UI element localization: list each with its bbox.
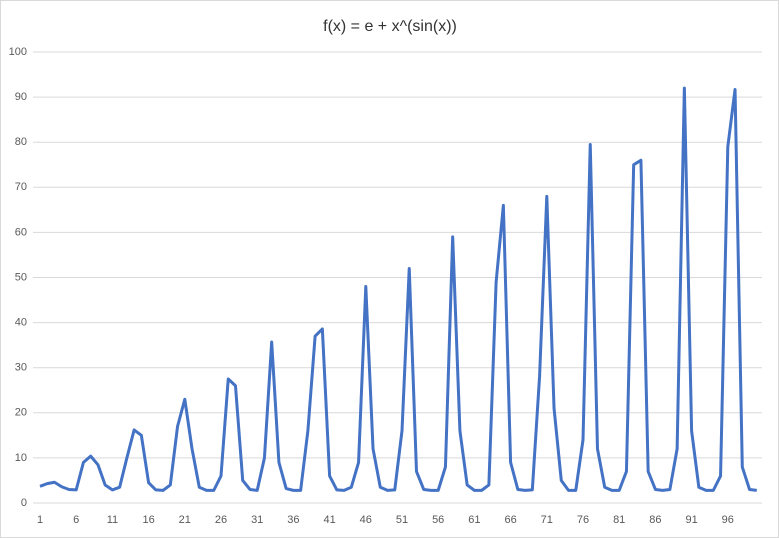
x-tick-label: 31 <box>251 514 263 526</box>
x-tick-label: 41 <box>323 514 335 526</box>
y-tick-label: 30 <box>15 362 27 374</box>
x-tick-label: 56 <box>432 514 444 526</box>
y-tick-label: 50 <box>15 271 27 283</box>
x-tick-label: 61 <box>468 514 480 526</box>
x-tick-label: 91 <box>685 514 697 526</box>
y-tick-label: 0 <box>21 497 27 509</box>
x-tick-label: 46 <box>360 514 372 526</box>
x-tick-label: 66 <box>504 514 516 526</box>
x-tick-label: 96 <box>722 514 734 526</box>
x-tick-label: 71 <box>541 514 553 526</box>
y-tick-label: 100 <box>9 46 27 58</box>
x-tick-label: 51 <box>396 514 408 526</box>
y-tick-label: 80 <box>15 136 27 148</box>
y-tick-label: 90 <box>15 91 27 103</box>
x-tick-label: 36 <box>287 514 299 526</box>
x-tick-label: 81 <box>613 514 625 526</box>
x-tick-label: 26 <box>215 514 227 526</box>
y-tick-label: 10 <box>15 452 27 464</box>
x-tick-label: 86 <box>649 514 661 526</box>
chart-title: f(x) = e + x^(sin(x)) <box>323 18 457 35</box>
x-tick-label: 11 <box>107 514 118 526</box>
y-tick-label: 70 <box>15 181 27 193</box>
y-tick-label: 60 <box>15 226 27 238</box>
x-tick-label: 6 <box>73 514 79 526</box>
y-tick-label: 40 <box>15 317 27 329</box>
x-tick-label: 16 <box>142 514 154 526</box>
x-tick-label: 1 <box>37 514 43 526</box>
x-tick-label: 76 <box>577 514 589 526</box>
y-tick-label: 20 <box>15 407 27 419</box>
x-tick-label: 21 <box>179 514 191 526</box>
data-line <box>39 86 757 492</box>
